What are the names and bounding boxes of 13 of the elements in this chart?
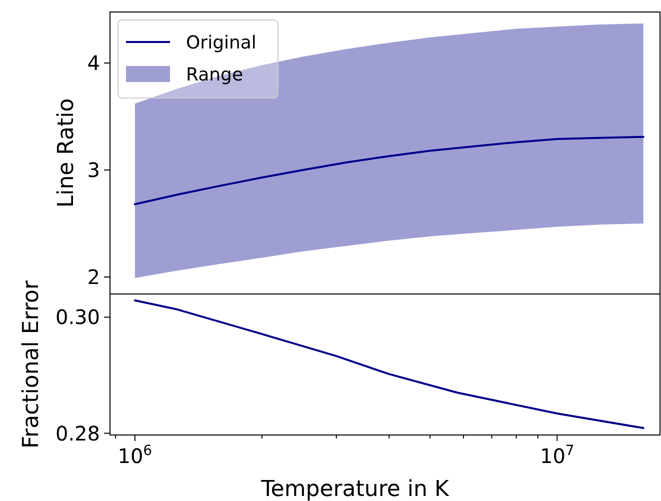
- y-tick-label: 0.28: [55, 421, 100, 446]
- x-axis-title: Temperature in K: [260, 477, 450, 501]
- x-tick-label: 10$^{7}$: [540, 443, 574, 468]
- annotation: Range: [186, 64, 244, 86]
- y-tick-label: 3: [87, 158, 100, 182]
- legend-label: Original: [186, 32, 256, 54]
- line-series: [134, 136, 644, 206]
- x-tick-label: 10$^{6}$: [118, 443, 152, 468]
- y-axis-title: Line Ratio: [54, 98, 79, 208]
- y-tick-label: 4: [87, 51, 100, 76]
- y-axis-title: Fractional Error: [19, 280, 44, 449]
- y-tick-label: 0.30: [55, 305, 100, 330]
- y-tick-label: 2: [87, 264, 100, 289]
